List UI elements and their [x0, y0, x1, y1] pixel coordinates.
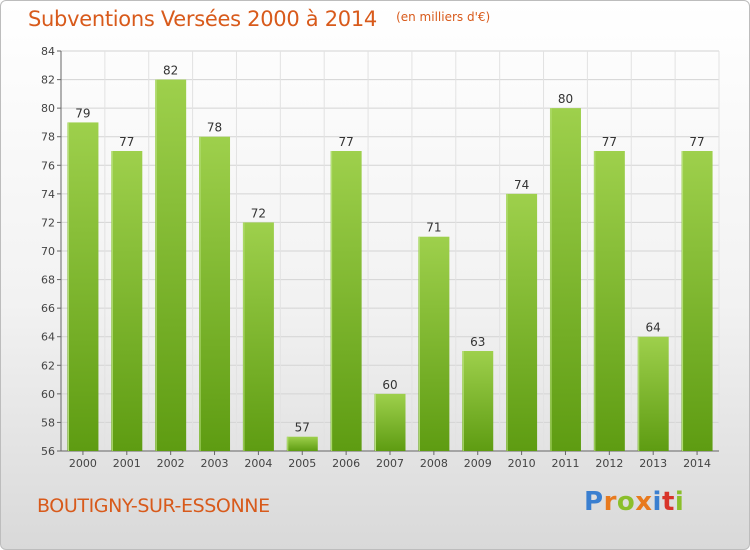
logo-letter: P: [584, 487, 604, 517]
y-tick-label: 82: [41, 74, 55, 87]
value-label: 71: [426, 221, 441, 235]
proxiti-logo: Proxiti: [584, 487, 684, 517]
x-tick-label: 2006: [332, 457, 360, 470]
value-label: 82: [163, 64, 178, 78]
y-tick-label: 74: [41, 188, 55, 201]
x-tick-label: 2014: [683, 457, 711, 470]
bar: [330, 151, 362, 451]
x-tick-label: 2012: [595, 457, 623, 470]
value-label: 72: [251, 206, 266, 220]
value-label: 57: [295, 421, 310, 435]
logo-letter: t: [661, 487, 675, 517]
x-tick-label: 2013: [639, 457, 667, 470]
y-tick-label: 72: [41, 216, 55, 229]
x-tick-label: 2008: [420, 457, 448, 470]
y-tick-label: 56: [41, 445, 55, 458]
logo-letter: r: [603, 487, 617, 517]
bar: [111, 151, 143, 451]
logo-letter: x: [635, 487, 653, 517]
bar: [199, 136, 231, 451]
x-tick-label: 2005: [288, 457, 316, 470]
y-tick-label: 80: [41, 102, 55, 115]
unit-note: (en milliers d'€): [396, 10, 491, 24]
logo-letter: i: [652, 487, 662, 517]
bar: [242, 222, 274, 451]
value-label: 74: [514, 178, 529, 192]
value-label: 64: [646, 321, 661, 335]
x-tick-label: 2011: [551, 457, 579, 470]
y-tick-label: 78: [41, 131, 55, 144]
x-tick-label: 2001: [113, 457, 141, 470]
logo-letter: o: [616, 487, 636, 517]
bar: [593, 151, 625, 451]
x-tick-label: 2004: [244, 457, 272, 470]
bar: [637, 336, 669, 451]
bar: [155, 79, 187, 452]
bar: [418, 236, 450, 451]
x-tick-label: 2000: [69, 457, 97, 470]
y-tick-label: 58: [41, 416, 55, 429]
y-tick-label: 84: [41, 45, 55, 58]
x-tick-label: 2009: [464, 457, 492, 470]
title-row: Subventions Versées 2000 à 2014 (en mill…: [28, 7, 490, 31]
value-label: 80: [558, 92, 573, 106]
bar: [286, 436, 318, 451]
value-label: 79: [75, 106, 90, 120]
y-tick-label: 60: [41, 388, 55, 401]
value-label: 78: [207, 121, 222, 135]
bar: [67, 122, 99, 451]
x-tick-label: 2002: [157, 457, 185, 470]
logo-letter: i: [674, 487, 685, 517]
bar: [681, 151, 713, 451]
bar: [374, 393, 406, 451]
value-label: 77: [689, 135, 704, 149]
value-label: 77: [602, 135, 617, 149]
x-tick-label: 2003: [201, 457, 229, 470]
value-label: 60: [382, 378, 397, 392]
bar: [549, 108, 581, 452]
y-tick-label: 66: [41, 302, 55, 315]
value-label: 63: [470, 335, 485, 349]
y-tick-label: 76: [41, 159, 55, 172]
labels: 56 58 60 62 64 66 68 70 72 74 76 78 80 82 84 79 2000 77 20…: [41, 45, 711, 470]
x-tick-label: 2007: [376, 457, 404, 470]
y-tick-label: 70: [41, 245, 55, 258]
value-label: 77: [119, 135, 134, 149]
y-tick-label: 64: [41, 331, 55, 344]
value-label: 77: [338, 135, 353, 149]
y-tick-label: 68: [41, 274, 55, 287]
commune-name: BOUTIGNY-SUR-ESSONNE: [37, 495, 270, 517]
chart-title: Subventions Versées 2000 à 2014: [28, 7, 377, 31]
x-tick-label: 2010: [508, 457, 536, 470]
y-tick-label: 62: [41, 359, 55, 372]
bar: [462, 351, 494, 451]
bars: [67, 79, 713, 452]
bar: [506, 193, 538, 451]
